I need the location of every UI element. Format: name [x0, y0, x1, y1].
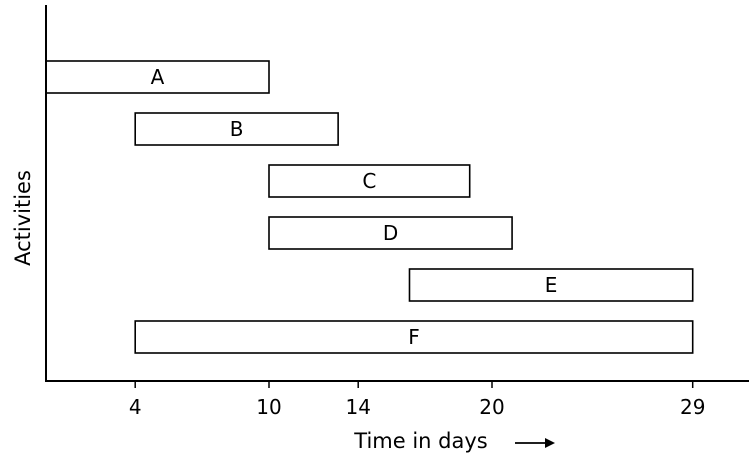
bar-label-f: F	[408, 325, 420, 349]
x-tick-label-10: 10	[256, 395, 281, 419]
x-axis-arrow-icon	[515, 438, 555, 448]
bar-label-a: A	[151, 65, 165, 89]
bar-f	[134, 320, 694, 354]
x-ticks-group: 4 10 14 20 29	[129, 381, 705, 419]
bar-label-d: D	[383, 221, 398, 245]
bar-label-b: B	[230, 117, 244, 141]
x-tick-label-29: 29	[680, 395, 705, 419]
x-tick-label-14: 14	[345, 395, 370, 419]
y-axis-title: Activities	[11, 170, 35, 266]
bar-label-e: E	[545, 273, 558, 297]
bar-c	[268, 164, 471, 198]
x-tick-label-20: 20	[479, 395, 504, 419]
bar-e	[408, 268, 694, 302]
x-tick-label-4: 4	[129, 395, 142, 419]
bar-label-c: C	[362, 169, 376, 193]
bar-b	[134, 112, 339, 146]
bars-group: A B C D E F	[45, 60, 694, 354]
bar-d	[268, 216, 513, 250]
x-axis-title: Time in days	[353, 429, 487, 453]
